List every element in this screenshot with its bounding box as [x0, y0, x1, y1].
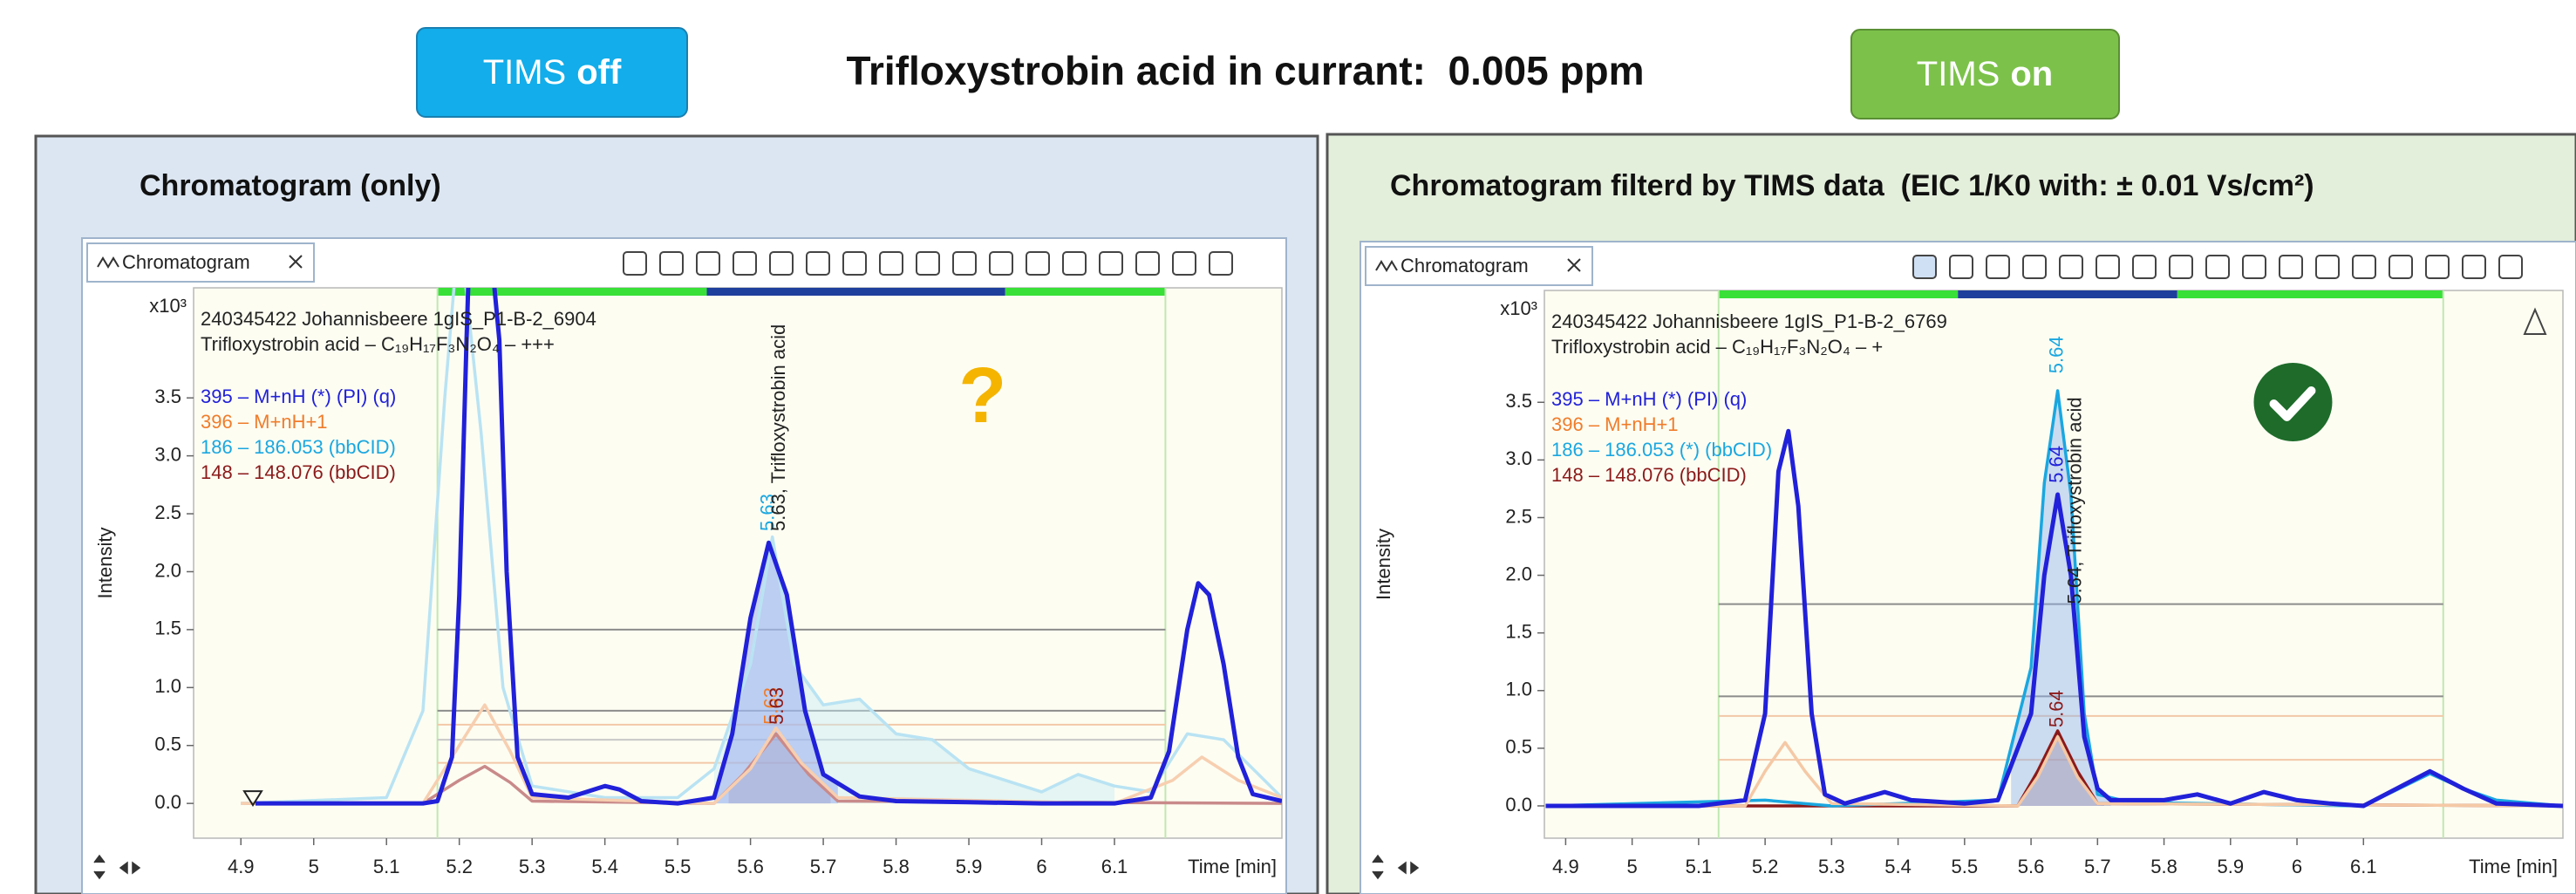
region-bar	[707, 288, 1005, 296]
legend-entry: 396 – M+nH+1	[201, 411, 328, 433]
y-tick-label: 2.5	[1505, 505, 1532, 527]
y-tick-label: 1.0	[1505, 679, 1532, 700]
x-tick-label: 6	[2292, 856, 2302, 877]
panel-title: Chromatogram filterd by TIMS data (EIC 1…	[1390, 169, 2314, 202]
x-tick-label: 5.6	[737, 856, 764, 877]
y-axis-label: Intensity	[94, 528, 116, 599]
y-unit: x10³	[149, 295, 187, 317]
tab-label: Chromatogram	[1400, 255, 1529, 276]
x-tick-label: 5.8	[2150, 856, 2177, 877]
x-tick-label: 5.9	[956, 856, 983, 877]
x-tick-label: 5.2	[446, 856, 473, 877]
x-tick-label: 5.8	[883, 856, 910, 877]
x-tick-label: 4.9	[1552, 856, 1579, 877]
legend-entry: 396 – M+nH+1	[1551, 413, 1679, 435]
sample-info: 240345422 Johannisbeere 1gIS_P1-B-2_6904	[201, 308, 596, 330]
x-tick-label: 5.3	[1818, 856, 1845, 877]
x-tick-label: 6.1	[1101, 856, 1128, 877]
tims-on-label: TIMS on	[1917, 55, 2053, 93]
peak-label: 5.64	[2045, 690, 2067, 727]
x-tick-label: 5.3	[519, 856, 546, 877]
y-tick-label: 3.5	[154, 386, 181, 407]
y-tick-label: 0.5	[154, 734, 181, 755]
y-tick-label: 1.5	[154, 618, 181, 639]
x-tick-label: 5.1	[1686, 856, 1713, 877]
legend-entry: 148 – 148.076 (bbCID)	[1551, 464, 1747, 486]
region-bar	[438, 288, 707, 296]
legend-entry: 395 – M+nH (*) (PI) (q)	[201, 386, 396, 407]
y-tick-label: 2.0	[154, 559, 181, 581]
x-tick-label: 5.5	[1952, 856, 1979, 877]
button-label: TIMS	[1917, 55, 2000, 93]
button-label: TIMS	[483, 53, 567, 92]
x-tick-label: 5.9	[2218, 856, 2245, 877]
check-icon	[2253, 363, 2332, 441]
x-axis-label: Time [min]	[1188, 856, 1277, 877]
x-tick-label: 5.1	[373, 856, 400, 877]
slide: TIMSoff Trifloxystrobin acid in currant:…	[0, 0, 2576, 894]
y-tick-label: 0.0	[1505, 794, 1532, 816]
x-tick-label: 6.1	[2350, 856, 2377, 877]
x-tick-label: 6	[1036, 856, 1046, 877]
x-tick-label: 5.4	[591, 856, 618, 877]
region-bar	[1958, 290, 2177, 298]
region-bar	[1005, 288, 1166, 296]
y-unit: x10³	[1500, 297, 1537, 319]
y-tick-label: 0.0	[154, 791, 181, 813]
button-state: off	[576, 53, 622, 92]
x-tick-label: 5.6	[2018, 856, 2045, 877]
legend-entry: 148 – 148.076 (bbCID)	[201, 461, 396, 483]
peak-label: 5.63	[766, 687, 787, 725]
y-tick-label: 1.0	[154, 675, 181, 697]
slide-title: Trifloxystrobin acid in currant: 0.005 p…	[846, 48, 1644, 93]
y-tick-label: 2.5	[154, 502, 181, 523]
x-tick-label: 5.5	[664, 856, 692, 877]
y-tick-label: 2.0	[1505, 563, 1532, 584]
button-state: on	[2010, 55, 2053, 93]
x-tick-label: 5.4	[1884, 856, 1912, 877]
y-tick-label: 0.5	[1505, 736, 1532, 758]
status-mark: ?	[958, 352, 1006, 440]
peak-label: 5.64	[2045, 336, 2067, 373]
y-tick-label: 3.0	[154, 443, 181, 465]
x-tick-label: 5.7	[810, 856, 837, 877]
region-bar	[1719, 290, 1958, 298]
y-axis-label: Intensity	[1373, 529, 1394, 600]
legend-entry: 186 – 186.053 (bbCID)	[201, 436, 396, 458]
x-tick-label: 5.7	[2084, 856, 2111, 877]
x-tick-label: 5	[309, 856, 319, 877]
peak-label: 5.63, Trifloxystrobin acid	[767, 324, 789, 531]
peak-label: 5.64, Trifloxystrobin acid	[2064, 397, 2086, 604]
compound-info: Trifloxystrobin acid – C₁₉H₁₇F₃N₂O₄ – +	[1551, 336, 1883, 358]
x-tick-label: 5.2	[1752, 856, 1779, 877]
legend-entry: 186 – 186.053 (*) (bbCID)	[1551, 439, 1772, 461]
y-tick-label: 3.5	[1505, 390, 1532, 412]
toolbar-icon[interactable]	[1913, 256, 1936, 278]
x-axis-label: Time [min]	[2469, 856, 2558, 877]
tab-label: Chromatogram	[122, 251, 250, 273]
x-tick-label: 4.9	[228, 856, 255, 877]
x-tick-label: 5	[1627, 856, 1638, 877]
region-bar	[2177, 290, 2443, 298]
y-tick-label: 3.0	[1505, 447, 1532, 469]
legend-entry: 395 – M+nH (*) (PI) (q)	[1551, 388, 1747, 410]
y-tick-label: 1.5	[1505, 620, 1532, 642]
panel-title: Chromatogram (only)	[140, 169, 441, 202]
compound-info: Trifloxystrobin acid – C₁₉H₁₇F₃N₂O₄ – ++…	[201, 333, 555, 355]
sample-info: 240345422 Johannisbeere 1gIS_P1-B-2_6769	[1551, 311, 1947, 332]
